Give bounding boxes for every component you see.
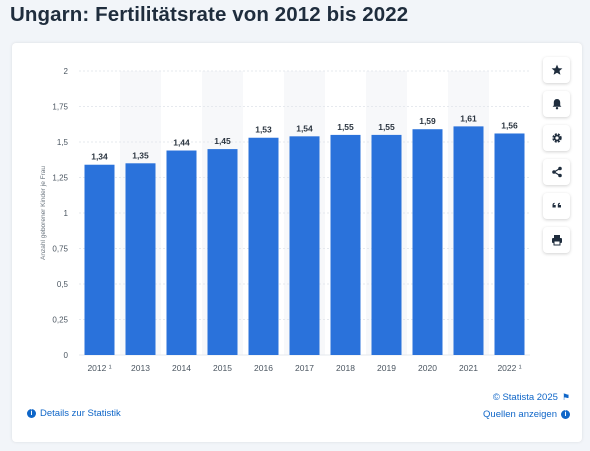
bar-2019 bbox=[371, 134, 402, 355]
copyright-link[interactable]: © Statista 2025 ⚑ bbox=[493, 392, 570, 403]
print-button[interactable] bbox=[543, 227, 570, 253]
y-tick-label: 0 bbox=[64, 351, 69, 360]
bar-2018 bbox=[330, 134, 361, 355]
y-tick-label: 1,75 bbox=[52, 103, 68, 112]
chart-toolbar bbox=[543, 57, 570, 253]
bar-2017 bbox=[289, 136, 320, 355]
x-tick-label: 2016 bbox=[254, 363, 273, 373]
x-tick-label: 2019 bbox=[377, 363, 396, 373]
bar-2013 bbox=[125, 163, 156, 355]
data-label: 1,55 bbox=[337, 122, 354, 132]
data-label: 1,56 bbox=[501, 120, 518, 130]
x-tick-label: 2013 bbox=[131, 363, 150, 373]
copyright-text: © Statista 2025 bbox=[492, 392, 558, 403]
y-tick-label: 1,5 bbox=[57, 138, 69, 147]
data-label: 1,55 bbox=[378, 122, 395, 132]
share-icon bbox=[551, 166, 562, 178]
info-icon: i bbox=[561, 410, 570, 419]
info-icon: i bbox=[27, 409, 36, 418]
y-tick-label: 0,75 bbox=[52, 245, 68, 254]
x-tick-label: 2020 bbox=[418, 363, 437, 373]
x-tick-label: 2015 bbox=[213, 363, 232, 373]
flag-icon: ⚑ bbox=[561, 392, 570, 402]
details-link[interactable]: i Details zur Statistik bbox=[27, 408, 121, 419]
data-label: 1,45 bbox=[214, 136, 231, 146]
y-tick-label: 0,25 bbox=[52, 316, 68, 325]
data-label: 1,35 bbox=[132, 150, 149, 160]
settings-gear-icon bbox=[551, 133, 562, 143]
data-label: 1,54 bbox=[296, 123, 313, 133]
data-label: 1,59 bbox=[419, 116, 436, 126]
y-tick-label: 1 bbox=[64, 209, 69, 218]
x-tick-label: 2014 bbox=[172, 363, 191, 373]
favorite-star-icon bbox=[551, 64, 562, 75]
y-tick-label: 1,25 bbox=[52, 174, 68, 183]
y-tick-label: 2 bbox=[64, 67, 69, 76]
cite-quote-icon bbox=[552, 202, 561, 208]
sources-label: Quellen anzeigen bbox=[483, 409, 557, 420]
bar-2016 bbox=[248, 137, 279, 355]
data-label: 1,53 bbox=[255, 125, 272, 135]
notification-button[interactable] bbox=[543, 91, 570, 117]
x-tick-label: 2021 bbox=[459, 363, 478, 373]
y-tick-label: 0,5 bbox=[57, 280, 69, 289]
bar-2020 bbox=[412, 129, 443, 355]
favorite-button[interactable] bbox=[543, 57, 570, 83]
data-label: 1,44 bbox=[173, 138, 190, 148]
bar-2012 bbox=[84, 164, 115, 355]
y-axis-label: Anzahl geborener Kinder je Frau bbox=[40, 166, 47, 260]
bar-2022 bbox=[494, 133, 525, 355]
x-tick-label: 2012 ¹ bbox=[87, 363, 111, 373]
cite-button[interactable] bbox=[543, 193, 570, 219]
page-title: Ungarn: Fertilitätsrate von 2012 bis 202… bbox=[10, 3, 409, 26]
notification-bell-icon bbox=[552, 99, 561, 110]
bar-2015 bbox=[207, 149, 238, 355]
details-label: Details zur Statistik bbox=[40, 408, 121, 419]
data-label: 1,34 bbox=[91, 152, 108, 162]
bar-2014 bbox=[166, 150, 197, 355]
x-tick-label: 2018 bbox=[336, 363, 355, 373]
x-tick-label: 2022 ¹ bbox=[497, 363, 521, 373]
settings-button[interactable] bbox=[543, 125, 570, 151]
data-label: 1,61 bbox=[460, 113, 477, 123]
share-button[interactable] bbox=[543, 159, 570, 185]
x-tick-label: 2017 bbox=[295, 363, 314, 373]
sources-link[interactable]: Quellen anzeigen i bbox=[483, 409, 570, 420]
bar-2021 bbox=[453, 126, 484, 355]
print-icon bbox=[551, 235, 562, 246]
